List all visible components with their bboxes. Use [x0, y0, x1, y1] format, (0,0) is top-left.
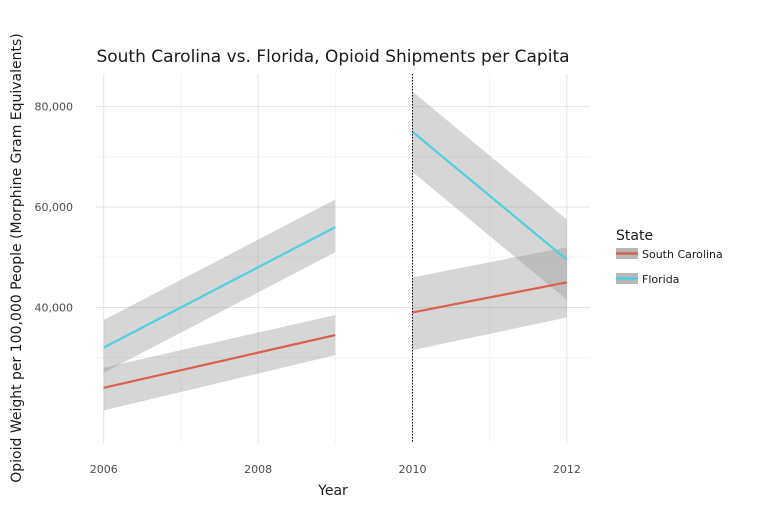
- legend-title: State: [616, 228, 653, 244]
- series-line: [412, 281, 568, 314]
- y-axis-title: Opioid Weight per 100,000 People (Morphi…: [9, 33, 25, 483]
- x-tick-labels: 2006 2008 2010 2012: [90, 463, 581, 476]
- x-tick-label: 2010: [398, 463, 426, 476]
- y-tick-label: 60,000: [35, 201, 74, 214]
- legend-label: South Carolina: [642, 248, 723, 261]
- confidence-band: [412, 247, 567, 351]
- legend-label: Florida: [642, 273, 679, 286]
- series-line: [411, 130, 568, 261]
- y-tick-label: 80,000: [35, 101, 74, 114]
- y-tick-label: 40,000: [35, 301, 74, 314]
- confidence-band: [103, 314, 336, 411]
- x-tick-label: 2008: [244, 463, 272, 476]
- confidence-band: [103, 199, 336, 373]
- series-line: [103, 333, 336, 389]
- x-tick-label: 2006: [90, 463, 118, 476]
- series-lines: [103, 130, 568, 389]
- y-tick-labels: 40,000 60,000 80,000: [35, 101, 74, 315]
- legend: State South Carolina Florida: [616, 228, 723, 286]
- x-axis-title: Year: [317, 483, 348, 499]
- x-tick-label: 2012: [553, 463, 581, 476]
- series-line: [103, 226, 336, 349]
- chart-title: South Carolina vs. Florida, Opioid Shipm…: [96, 47, 569, 67]
